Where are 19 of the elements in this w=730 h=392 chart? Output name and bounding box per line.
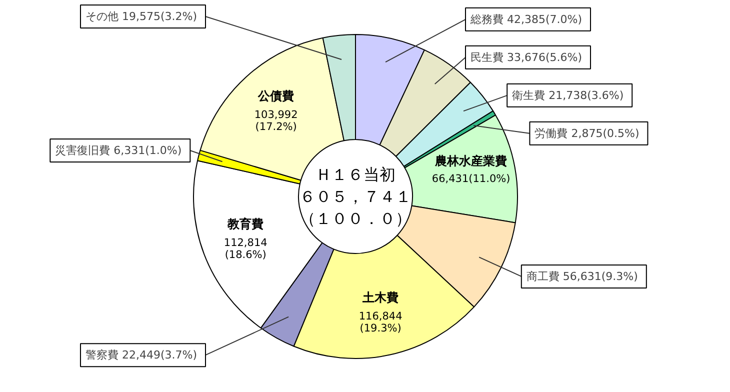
slice-label: 総務費 42,385(7.0%) [470,12,582,26]
slice-label: 災害復旧費 6,331(1.0%) [55,144,182,158]
data-label: 103,992(17.2%) [254,108,298,133]
data-label: 112,814(18.6%) [224,237,268,262]
text: （１００．０） [300,209,412,228]
slice-label: 民生費 33,676(5.6%) [470,50,582,64]
data-label: 116,844(19.3%) [358,310,403,334]
slice-label: 公債費 [257,88,294,103]
text: Ｈ１６当初 [316,165,396,184]
slice-label: 土木費 [362,290,399,304]
slice-label: 労働費 2,875(0.5%) [534,126,640,140]
slice-label: 教育費 [226,217,264,232]
text: ６０５，７４１ [300,187,412,206]
slice-label: 商工費 56,631(9.3%) [526,270,638,283]
slice-label: 衛生費 21,738(3.6%) [512,88,624,102]
slice-label: 警察費 22,449(3.7%) [85,348,198,362]
slice-label: その他 19,575(3.2%) [85,10,198,23]
slice-label: 農林水産業費 [434,154,508,168]
data-label: 66,431(11.0%) [432,173,510,186]
